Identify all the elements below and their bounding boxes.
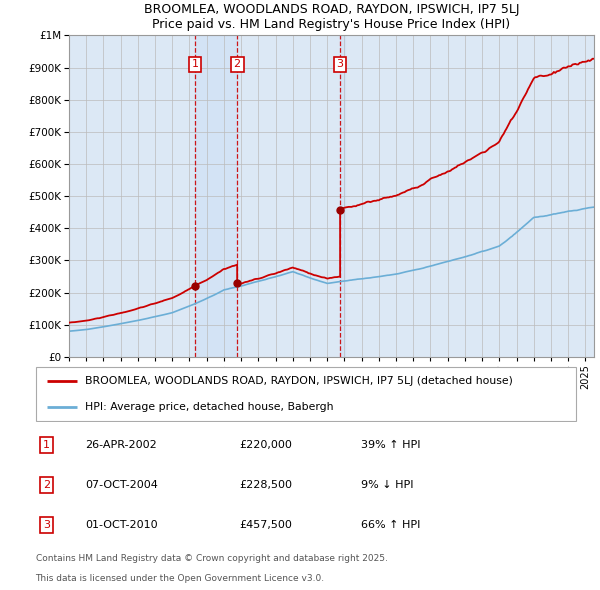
Text: 3: 3 [43,520,50,530]
Text: 39% ↑ HPI: 39% ↑ HPI [361,440,421,450]
Text: 9% ↓ HPI: 9% ↓ HPI [361,480,414,490]
Text: 07-OCT-2004: 07-OCT-2004 [85,480,158,490]
Text: 1: 1 [43,440,50,450]
Text: 26-APR-2002: 26-APR-2002 [85,440,157,450]
Bar [195,35,237,357]
FancyBboxPatch shape [35,367,577,421]
Text: 2: 2 [233,60,241,70]
Text: 66% ↑ HPI: 66% ↑ HPI [361,520,421,530]
Text: £457,500: £457,500 [240,520,293,530]
Text: HPI: Average price, detached house, Babergh: HPI: Average price, detached house, Babe… [85,402,334,412]
Text: 1: 1 [191,60,199,70]
Text: 2: 2 [43,480,50,490]
Text: £220,000: £220,000 [240,440,293,450]
Text: £228,500: £228,500 [240,480,293,490]
Text: 3: 3 [337,60,344,70]
Text: 01-OCT-2010: 01-OCT-2010 [85,520,158,530]
Text: BROOMLEA, WOODLANDS ROAD, RAYDON, IPSWICH, IP7 5LJ (detached house): BROOMLEA, WOODLANDS ROAD, RAYDON, IPSWIC… [85,376,513,386]
Text: This data is licensed under the Open Government Licence v3.0.: This data is licensed under the Open Gov… [35,573,325,583]
Bar [340,35,345,357]
Text: Contains HM Land Registry data © Crown copyright and database right 2025.: Contains HM Land Registry data © Crown c… [35,555,388,563]
Title: BROOMLEA, WOODLANDS ROAD, RAYDON, IPSWICH, IP7 5LJ
Price paid vs. HM Land Regist: BROOMLEA, WOODLANDS ROAD, RAYDON, IPSWIC… [144,4,519,31]
